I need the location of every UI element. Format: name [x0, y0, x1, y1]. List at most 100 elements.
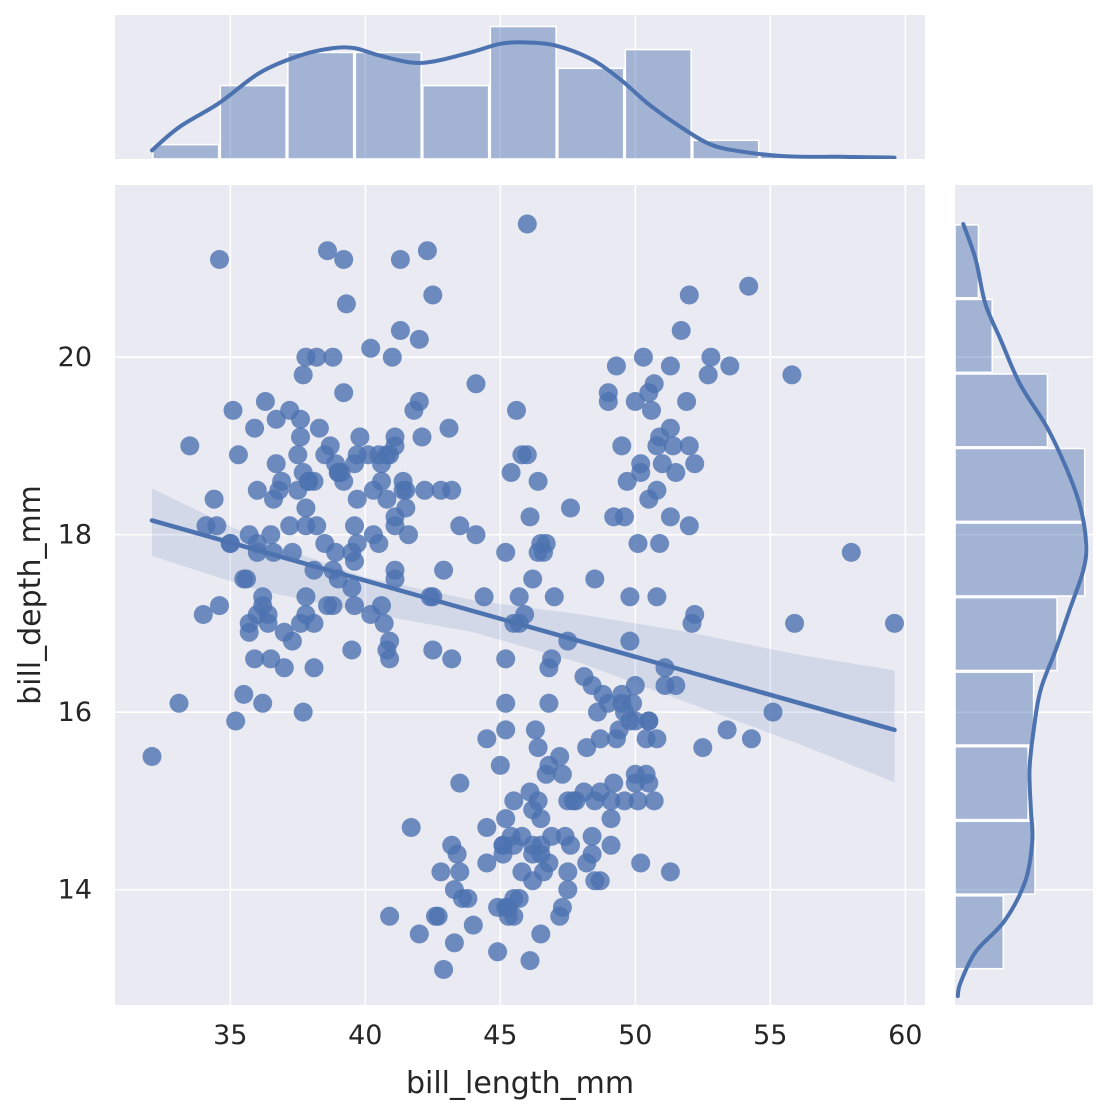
scatter-point [390, 250, 410, 269]
top-marginal-panel [115, 15, 925, 159]
scatter-point [234, 684, 254, 704]
scatter-point [601, 835, 621, 855]
hist-bar-right [955, 596, 1058, 672]
scatter-point [698, 365, 718, 385]
scatter-point [496, 720, 516, 740]
scatter-point [741, 729, 761, 749]
joint-scatter-panel [115, 185, 925, 1005]
scatter-point [444, 880, 464, 900]
scatter-point [255, 392, 275, 411]
hist-bar-top [624, 48, 692, 159]
scatter-point [693, 738, 713, 758]
scatter-point [660, 356, 680, 376]
hist-bar-right [955, 522, 1086, 597]
scatter-point [318, 241, 337, 261]
scatter-point [633, 347, 653, 367]
scatter-point [409, 924, 429, 944]
scatter-point [350, 427, 370, 447]
scatter-point [396, 498, 416, 518]
scatter-point [782, 365, 802, 385]
scatter-point [409, 329, 429, 349]
kde-curve-right [955, 222, 1089, 999]
scatter-point [180, 436, 200, 456]
scatter-point [525, 720, 545, 740]
scatter-point [142, 747, 162, 766]
scatter-point [620, 711, 640, 731]
scatter-point [261, 525, 281, 545]
scatter-point [585, 569, 605, 589]
right-histogram [955, 222, 1089, 999]
scatter-point [488, 897, 508, 917]
scatter-point [558, 791, 578, 811]
scatter-point [558, 880, 578, 900]
scatter-point [304, 613, 324, 633]
scatter-point [685, 454, 705, 474]
scatter-point [590, 729, 610, 749]
x-tick-label: 60 [888, 1020, 922, 1051]
scatter-point [685, 605, 705, 624]
scatter-point [399, 525, 418, 545]
scatter-point [631, 853, 651, 873]
scatter-point [377, 489, 397, 509]
scatter-point [237, 569, 256, 589]
scatter-point [385, 427, 405, 447]
scatter-point [336, 294, 356, 314]
scatter-point [291, 613, 310, 633]
scatter-point [509, 587, 529, 607]
scatter-point [647, 480, 667, 500]
scatter-point [434, 560, 454, 580]
scatter-point [763, 702, 783, 722]
right-marginal-background [955, 185, 1093, 1005]
x-tick-label: 40 [348, 1020, 382, 1051]
scatter-point [496, 542, 516, 562]
scatter-point [342, 640, 362, 660]
scatter-point [442, 649, 462, 669]
scatter-point [385, 569, 405, 589]
scatter-point [223, 400, 243, 420]
scatter-point [501, 463, 521, 482]
hist-bar-top [354, 51, 422, 159]
scatter-point [639, 711, 659, 731]
scatter-point [423, 640, 443, 660]
scatter-point [717, 720, 737, 740]
scatter-point [264, 489, 283, 509]
scatter-point [380, 649, 400, 669]
scatter-point [247, 480, 267, 500]
scatter-point [417, 241, 437, 261]
scatter-point [193, 605, 213, 624]
scatter-point [639, 773, 659, 793]
scatter-point [604, 773, 624, 793]
scatter-point [477, 853, 497, 873]
scatter-point [239, 613, 259, 633]
scatter-point [377, 445, 397, 465]
scatter-point [531, 809, 551, 829]
y-tick-label: 20 [58, 342, 92, 373]
scatter-point [434, 960, 454, 979]
scatter-point [423, 285, 443, 305]
scatter-point [652, 454, 672, 474]
scatter-point [539, 853, 559, 873]
scatter-point [347, 445, 367, 465]
scatter-point [291, 427, 310, 447]
scatter-point [601, 791, 621, 811]
scatter-point [347, 534, 367, 553]
scatter-point [528, 791, 548, 811]
scatter-point [450, 516, 470, 536]
scatter-point [253, 693, 273, 713]
scatter-point [582, 826, 602, 846]
scatter-point [620, 587, 640, 607]
hist-bar-right [955, 373, 1049, 448]
scatter-point [615, 507, 634, 527]
scatter-point [274, 658, 294, 678]
scatter-point [253, 596, 273, 616]
scatter-point [550, 747, 570, 766]
scatter-point [228, 445, 248, 465]
scatter-point [558, 862, 578, 882]
scatter-point [625, 392, 645, 411]
x-tick-label: 35 [213, 1020, 247, 1051]
scatter-point [415, 480, 435, 500]
scatter-point [620, 631, 640, 651]
scatter-point [309, 418, 329, 438]
scatter-point [885, 613, 904, 633]
